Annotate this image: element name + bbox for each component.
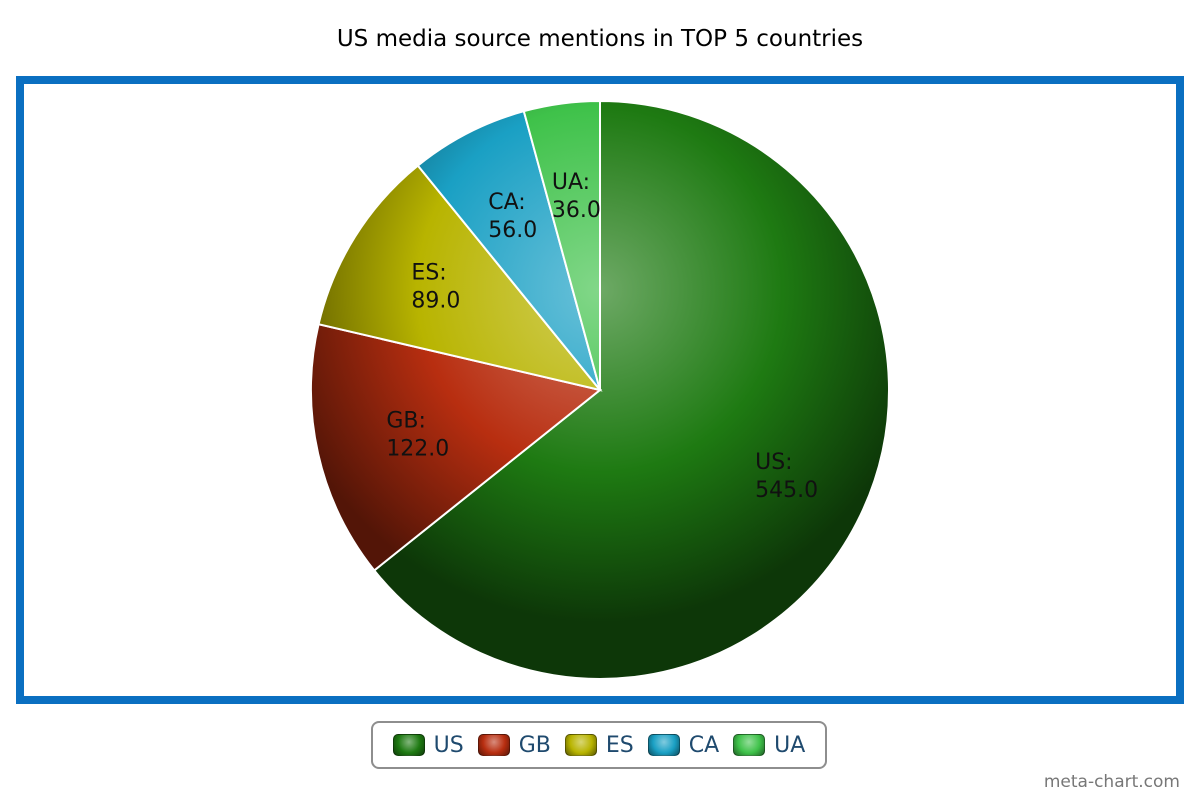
slice-value-es: 89.0 [411, 289, 460, 314]
legend-swatch-gb [477, 734, 510, 756]
legend-item-ua[interactable]: UA [733, 733, 805, 758]
legend-label-ca: CA [688, 732, 720, 758]
pie-slice-es[interactable] [317, 164, 603, 392]
legend-label-es: ES [605, 732, 634, 758]
legend: US GB ES CA UA [371, 721, 827, 769]
slice-value-us: 545.0 [755, 478, 818, 503]
credit-text: meta-chart.com [1043, 772, 1180, 792]
legend-label-ua: UA [774, 732, 806, 758]
pie-slice-ca[interactable] [416, 109, 601, 391]
legend-swatch-ca [647, 734, 680, 756]
pie-slice-gb[interactable] [310, 322, 603, 572]
slice-value-ca: 56.0 [488, 218, 537, 243]
slice-label-es: ES: [411, 261, 446, 286]
legend-swatch-es [564, 734, 597, 756]
legend-item-ca[interactable]: CA [647, 732, 720, 758]
legend-item-gb[interactable]: GB [477, 732, 551, 758]
pie-slice-ua[interactable] [522, 99, 601, 391]
slice-label-ua: UA: [552, 170, 590, 195]
slice-value-gb: 122.0 [386, 436, 449, 461]
slice-value-ua: 36.0 [552, 198, 601, 223]
slice-label-us: US: [755, 450, 792, 475]
legend-label-us: US [433, 732, 464, 758]
plot-area: US: 545.0 GB: 122.0 ES: 89.0 CA: 56.0 UA: 36.0 [16, 76, 1184, 704]
chart-title: US media source mentions in TOP 5 countr… [336, 26, 864, 52]
pie-chart: US: 545.0 GB: 122.0 ES: 89.0 CA: 56.0 UA: 36.0 [310, 99, 890, 680]
legend-label-gb: GB [518, 732, 551, 758]
legend-item-us[interactable]: US [392, 732, 464, 758]
legend-swatch-ua [733, 734, 766, 756]
legend-swatch-us [392, 734, 425, 756]
slice-label-gb: GB: [386, 408, 426, 433]
pie-slice-us[interactable] [372, 99, 890, 680]
slice-label-ca: CA: [488, 190, 525, 215]
legend-item-es[interactable]: ES [564, 732, 634, 758]
